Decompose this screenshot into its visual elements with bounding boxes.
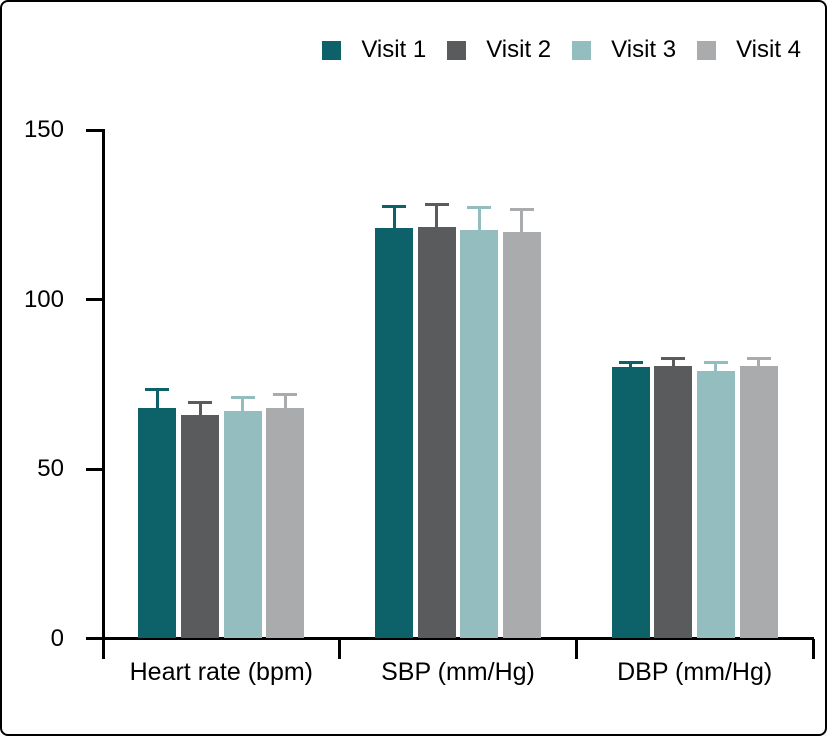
error-bar-cap xyxy=(424,202,449,206)
error-bar-cap xyxy=(509,207,534,211)
legend: Visit 1 Visit 2 Visit 3 Visit 4 xyxy=(322,38,801,62)
y-tick xyxy=(86,637,103,640)
bar-visit-3 xyxy=(696,370,735,639)
error-bar-stem xyxy=(671,357,675,374)
error-bar-stem xyxy=(757,357,761,374)
bar-visit-1 xyxy=(611,367,650,639)
bar-visit-3 xyxy=(223,411,262,639)
error-bar-stem xyxy=(198,401,202,423)
legend-label-visit-4: Visit 4 xyxy=(736,36,801,63)
bar-visit-3 xyxy=(460,230,499,639)
legend-swatch-visit-4-icon xyxy=(697,40,717,60)
legend-swatch-visit-1-icon xyxy=(322,40,342,60)
legend-item-visit-1: Visit 1 xyxy=(322,38,426,62)
x-category-label: SBP (mm/Hg) xyxy=(381,658,535,686)
error-bar-stem xyxy=(629,360,633,376)
x-category-label: Heart rate (bpm) xyxy=(129,658,314,686)
error-bar-stem xyxy=(283,392,287,416)
y-tick xyxy=(86,298,103,301)
category-divider-tick xyxy=(574,638,578,659)
bar-visit-4 xyxy=(502,231,541,639)
y-axis-line xyxy=(102,129,105,659)
bar-visit-4 xyxy=(739,365,778,639)
bar-visit-2 xyxy=(417,226,456,639)
bar-visit-2 xyxy=(654,365,693,639)
legend-item-visit-2: Visit 2 xyxy=(447,38,551,62)
error-bar-stem xyxy=(435,202,439,235)
error-bar-cap xyxy=(188,401,213,405)
error-bar-cap xyxy=(230,396,255,400)
legend-item-visit-4: Visit 4 xyxy=(697,38,801,62)
error-bar-cap xyxy=(703,360,728,364)
error-bar-stem xyxy=(477,206,481,238)
bar-visit-4 xyxy=(266,407,305,639)
error-bar-stem xyxy=(155,387,159,416)
error-bar-cap xyxy=(273,392,298,396)
y-tick xyxy=(86,467,103,471)
y-tick-label: 0 xyxy=(50,624,64,652)
y-tick xyxy=(86,128,103,132)
bar-visit-2 xyxy=(181,414,220,639)
error-bar-stem xyxy=(520,207,524,240)
y-tick-label: 50 xyxy=(37,455,64,482)
legend-label-visit-2: Visit 2 xyxy=(486,36,552,63)
error-bar-stem xyxy=(392,204,396,237)
x-category-label: DBP (mm/Hg) xyxy=(617,658,773,686)
bar-visit-1 xyxy=(375,228,414,639)
category-divider-tick xyxy=(338,638,342,659)
error-bar-cap xyxy=(382,204,407,208)
error-bar-cap xyxy=(467,206,492,210)
error-bar-cap xyxy=(145,387,170,391)
legend-swatch-visit-3-icon xyxy=(572,40,592,60)
legend-label-visit-3: Visit 3 xyxy=(611,36,677,63)
error-bar-cap xyxy=(746,357,771,361)
y-tick-label: 150 xyxy=(23,116,64,143)
x-axis-line xyxy=(86,637,814,640)
legend-swatch-visit-2-icon xyxy=(447,40,467,60)
error-bar-cap xyxy=(618,360,643,364)
y-tick-label: 100 xyxy=(23,285,64,313)
legend-label-visit-1: Visit 1 xyxy=(361,36,427,63)
x-axis-end-tick xyxy=(811,638,815,659)
error-bar-cap xyxy=(661,357,686,361)
bar-visit-1 xyxy=(138,407,177,639)
error-bar-stem xyxy=(714,360,718,379)
error-bar-stem xyxy=(241,396,245,420)
legend-item-visit-3: Visit 3 xyxy=(572,38,676,62)
